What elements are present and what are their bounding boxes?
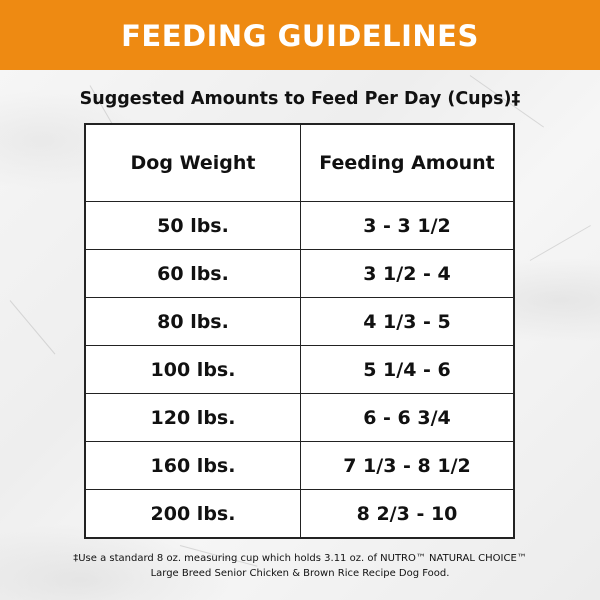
- weight-cell: 100 lbs.: [86, 346, 301, 393]
- marble-vein: [529, 225, 591, 261]
- footnote-line-1: ‡Use a standard 8 oz. measuring cup whic…: [73, 553, 527, 564]
- table-row: 100 lbs. 5 1/4 - 6: [86, 345, 513, 393]
- feeding-table: Dog Weight Feeding Amount 50 lbs. 3 - 3 …: [84, 123, 515, 539]
- amount-cell: 3 1/2 - 4: [363, 262, 451, 285]
- weight-cell: 80 lbs.: [86, 298, 301, 345]
- weight-cell: 50 lbs.: [86, 202, 301, 249]
- table-header-row: Dog Weight Feeding Amount: [86, 125, 513, 201]
- amount-cell: 5 1/4 - 6: [363, 358, 451, 381]
- table-row: 120 lbs. 6 - 6 3/4: [86, 393, 513, 441]
- column-header-feeding-amount: Feeding Amount: [319, 152, 495, 174]
- table-row: 80 lbs. 4 1/3 - 5: [86, 297, 513, 345]
- weight-cell: 160 lbs.: [86, 442, 301, 489]
- footnote: ‡Use a standard 8 oz. measuring cup whic…: [0, 551, 600, 581]
- amount-cell: 4 1/3 - 5: [363, 310, 451, 333]
- footnote-line-2: Large Breed Senior Chicken & Brown Rice …: [150, 568, 450, 579]
- amount-cell: 6 - 6 3/4: [363, 406, 451, 429]
- table-row: 160 lbs. 7 1/3 - 8 1/2: [86, 441, 513, 489]
- amount-cell: 3 - 3 1/2: [363, 214, 451, 237]
- amount-cell: 8 2/3 - 10: [356, 502, 458, 525]
- column-header-dog-weight: Dog Weight: [86, 125, 301, 201]
- table-row: 200 lbs. 8 2/3 - 10: [86, 489, 513, 537]
- table-row: 50 lbs. 3 - 3 1/2: [86, 201, 513, 249]
- table-caption: Suggested Amounts to Feed Per Day (Cups)…: [79, 89, 521, 109]
- amount-cell: 7 1/3 - 8 1/2: [343, 454, 471, 477]
- marble-vein: [9, 300, 56, 355]
- weight-cell: 60 lbs.: [86, 250, 301, 297]
- weight-cell: 200 lbs.: [86, 490, 301, 537]
- table-row: 60 lbs. 3 1/2 - 4: [86, 249, 513, 297]
- weight-cell: 120 lbs.: [86, 394, 301, 441]
- page-title: FEEDING GUIDELINES: [121, 19, 479, 53]
- header-banner: FEEDING GUIDELINES: [0, 0, 600, 70]
